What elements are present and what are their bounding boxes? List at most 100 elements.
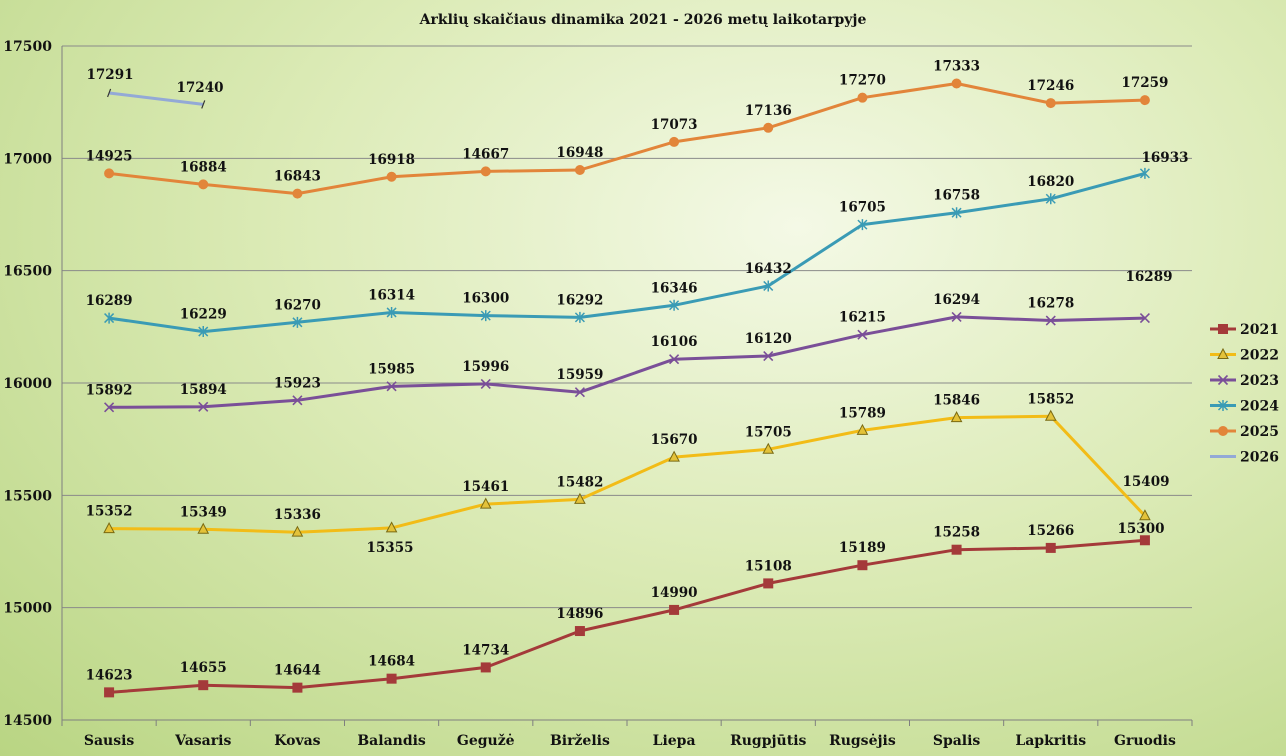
y-tick-label: 16500 (3, 264, 52, 280)
legend-swatch-marker (1218, 324, 1228, 334)
data-point-2021-0 (104, 687, 115, 698)
data-point-2021-2 (292, 682, 303, 693)
data-label-2023-0: 15892 (86, 382, 133, 398)
series-line-2026 (108, 91, 204, 106)
data-point-2024-7 (763, 280, 774, 292)
y-tick-label: 15500 (3, 488, 52, 504)
data-point-2021-11 (1139, 535, 1150, 546)
chart-title: Arklių skaičiaus dinamika 2021 - 2026 me… (419, 12, 867, 28)
legend-item-2025: 2025 (1210, 424, 1279, 440)
data-label-2025-10: 17246 (1027, 78, 1074, 94)
data-label-2023-1: 15894 (180, 382, 227, 398)
data-label-2025-0: 14925 (86, 148, 133, 164)
data-point-2026-0 (107, 88, 112, 98)
data-point-2021-7 (763, 578, 774, 589)
x-tick-label: Lapkritis (1015, 733, 1086, 749)
data-point-2021-5 (574, 626, 585, 637)
data-point-2023-5 (574, 387, 585, 398)
data-point-2025-9 (951, 78, 962, 89)
data-label-2022-1: 15349 (180, 504, 227, 520)
series-2022 (103, 409, 1151, 537)
legend-label: 2022 (1240, 348, 1279, 364)
data-label-2021-8: 15189 (839, 540, 886, 556)
data-point-2022-4 (479, 497, 492, 509)
data-label-2025-3: 16918 (368, 152, 415, 168)
data-label-2022-3: 15355 (367, 540, 414, 556)
data-point-2021-9 (951, 544, 962, 555)
x-tick-label: Spalis (933, 733, 981, 749)
data-label-2023-6: 16106 (651, 334, 698, 350)
data-label-2021-1: 14655 (180, 660, 227, 676)
data-point-2024-10 (1045, 193, 1056, 205)
data-point-2023-10 (1045, 315, 1056, 326)
y-tick-label: 16000 (3, 376, 52, 392)
data-point-2022-3 (385, 521, 398, 533)
data-label-2022-5: 15482 (556, 474, 603, 490)
data-point-2024-3 (386, 306, 397, 318)
data-point-2025-3 (386, 171, 397, 182)
data-point-2024-9 (951, 207, 962, 219)
data-label-2023-7: 16120 (745, 331, 792, 347)
data-point-2022-7 (762, 442, 775, 454)
series-line-2022 (109, 414, 1146, 534)
data-label-2024-3: 16314 (368, 287, 415, 303)
data-point-2024-6 (669, 299, 680, 311)
data-label-2021-7: 15108 (745, 558, 792, 574)
data-label-2023-5: 15959 (556, 367, 603, 383)
legend-item-2026: 2026 (1210, 450, 1279, 466)
data-label-2024-9: 16758 (933, 188, 980, 204)
data-point-2025-6 (669, 136, 680, 147)
data-point-2023-6 (669, 354, 680, 365)
data-point-2023-7 (763, 350, 774, 362)
data-label-2025-7: 17136 (745, 103, 792, 119)
data-point-2023-1 (198, 401, 209, 412)
data-label-2023-4: 15996 (462, 359, 509, 375)
series-line-2024 (108, 171, 1146, 334)
data-label-2025-4: 14667 (462, 146, 509, 162)
data-point-2021-8 (857, 560, 868, 571)
data-point-2025-4 (480, 166, 491, 177)
series-line-2023 (109, 315, 1145, 409)
data-label-2022-10: 15852 (1027, 391, 1074, 407)
legend-item-2021: 2021 (1210, 322, 1279, 338)
data-label-2024-8: 16705 (839, 200, 886, 216)
data-point-2023-9 (951, 311, 962, 323)
legend-swatch-marker (1217, 374, 1229, 386)
legend-label: 2025 (1240, 424, 1279, 440)
data-point-2022-6 (668, 450, 680, 462)
x-tick-label: Rugpjūtis (730, 733, 806, 749)
series-2021 (104, 535, 1150, 698)
data-label-2022-2: 15336 (274, 507, 321, 523)
data-point-2022-10 (1044, 409, 1057, 421)
data-label-2023-8: 16215 (839, 310, 886, 326)
data-label-2025-2: 16843 (274, 169, 321, 185)
x-tick-label: Sausis (84, 733, 135, 749)
data-point-2025-11 (1139, 95, 1150, 106)
data-point-2022-5 (574, 492, 586, 504)
x-tick-label: Gruodis (1114, 733, 1176, 749)
data-label-2024-6: 16346 (651, 280, 698, 296)
series-line-2021 (108, 538, 1146, 694)
data-label-2021-10: 15266 (1027, 523, 1074, 539)
data-label-2022-8: 15789 (839, 405, 886, 421)
data-point-2023-0 (104, 402, 115, 413)
data-point-2025-8 (857, 92, 868, 103)
data-label-2024-4: 16300 (462, 291, 509, 307)
y-tick-label: 17000 (3, 151, 52, 167)
data-label-2021-6: 14990 (651, 585, 698, 601)
data-point-2023-3 (386, 381, 397, 392)
data-point-2026-1 (201, 100, 206, 109)
data-point-2021-4 (480, 662, 491, 673)
data-point-2023-2 (292, 395, 303, 406)
legend-label: 2021 (1240, 322, 1279, 338)
legend-item-2023: 2023 (1210, 373, 1279, 389)
data-label-2024-0: 16289 (86, 293, 133, 309)
data-label-2021-5: 14896 (556, 606, 603, 622)
data-point-2024-8 (857, 219, 868, 231)
data-label-2022-6: 15670 (651, 432, 698, 448)
data-point-2025-7 (763, 122, 774, 133)
series-line-2025 (108, 82, 1145, 196)
data-label-2024-5: 16292 (556, 292, 603, 308)
legend-label: 2026 (1240, 450, 1279, 466)
